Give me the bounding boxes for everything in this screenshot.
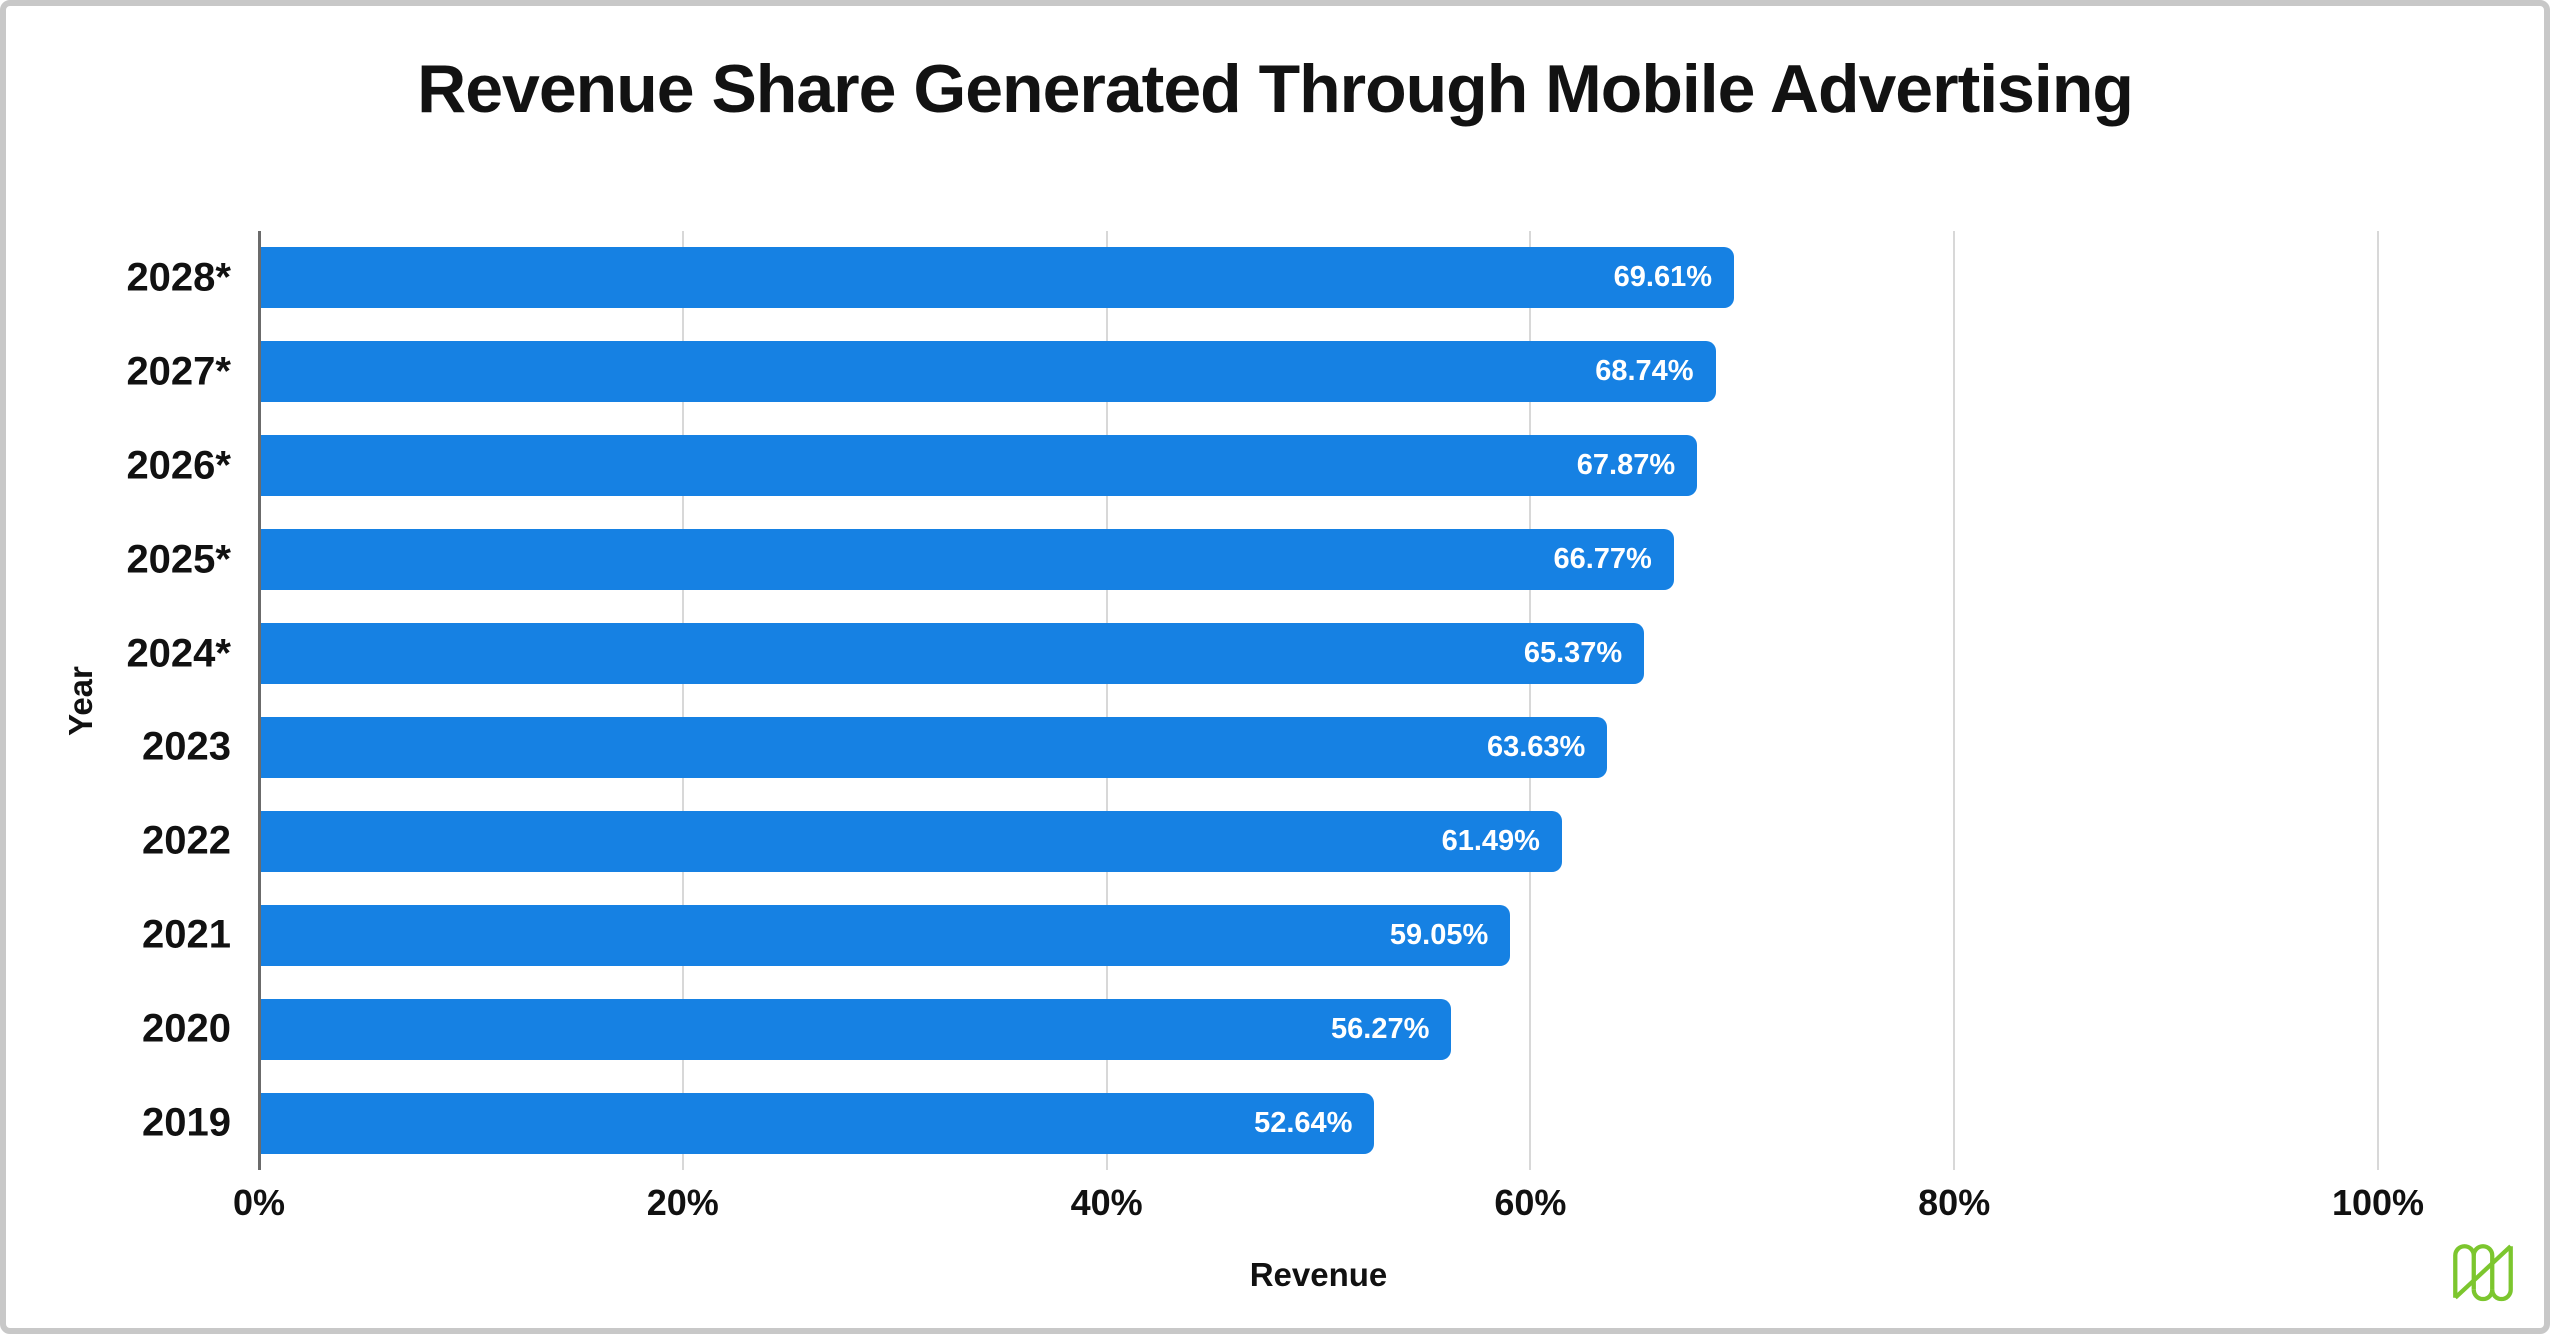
bar-row-2026: 2026* 67.87% — [126, 419, 2378, 513]
bar-value-label: 56.27% — [1331, 1012, 1430, 1045]
gridline-20 — [681, 231, 684, 1170]
logo-middle-arch — [2471, 1244, 2495, 1290]
bar: 63.63% — [259, 716, 1608, 778]
bar: 67.87% — [259, 435, 1698, 497]
bar-row-2020: 2020 56.27% — [142, 982, 2378, 1076]
x-tick-label: 80% — [1918, 1182, 1991, 1223]
x-tick-label: 0% — [232, 1182, 286, 1223]
bar-value-label: 52.64% — [1254, 1106, 1353, 1139]
y-tick-label: 2024* — [126, 631, 231, 676]
bar-value-label: 67.87% — [1576, 449, 1676, 482]
bar: 56.27% — [259, 998, 1452, 1060]
logo-middle-bottom — [2471, 1289, 2495, 1302]
bar-row-2024: 2024* 65.37% — [126, 607, 2378, 701]
bar-value-label: 69.61% — [1613, 261, 1713, 294]
bar-row-2023: 2023 63.63% — [142, 701, 2378, 795]
x-tick-label: 60% — [1494, 1182, 1567, 1223]
y-tick-label: 2025* — [126, 537, 231, 582]
gridline-40 — [1105, 231, 1108, 1170]
y-axis-title: Year — [62, 665, 99, 736]
bar-row-2022: 2022 61.49% — [142, 794, 2378, 888]
bar-row-2028: 2028* 69.61% — [126, 231, 2378, 325]
gridline-80 — [1953, 231, 1956, 1170]
y-tick-label: 2023 — [142, 724, 231, 769]
bar-row-2027: 2027* 68.74% — [126, 325, 2378, 419]
gridline-60 — [1529, 231, 1532, 1170]
bar: 69.61% — [259, 247, 1735, 309]
bar-value-label: 61.49% — [1441, 824, 1540, 857]
bar: 66.77% — [259, 529, 1674, 591]
y-tick-label: 2028* — [126, 255, 231, 300]
x-tick-label: 100% — [2331, 1182, 2425, 1223]
bar-value-label: 65.37% — [1523, 637, 1623, 670]
bar-value-label: 66.77% — [1553, 543, 1652, 576]
bar-row-2025: 2025* 66.77% — [126, 513, 2378, 607]
y-tick-label: 2019 — [142, 1100, 231, 1145]
bar: 61.49% — [259, 810, 1562, 872]
bar-value-label: 59.05% — [1389, 918, 1489, 951]
y-axis-line — [258, 231, 261, 1170]
plot-area: 2028* 69.61% 2027* 68.74% 2026* 67.87% 2025* 66… — [62, 231, 2424, 1293]
x-axis-title: Revenue — [1249, 1256, 1388, 1293]
y-tick-label: 2021 — [142, 912, 231, 957]
logo-diagonal — [2453, 1244, 2513, 1300]
logo-right-panel — [2490, 1246, 2513, 1302]
gridline-100 — [2377, 231, 2379, 1170]
folded-map-logo — [2453, 1244, 2513, 1302]
bar-value-label: 68.74% — [1595, 355, 1694, 388]
x-tick-label: 40% — [1070, 1182, 1143, 1223]
y-tick-label: 2020 — [142, 1006, 231, 1051]
bar: 52.64% — [259, 1092, 1375, 1154]
bar: 65.37% — [259, 623, 1645, 685]
y-tick-label: 2026* — [126, 443, 231, 488]
y-tick-label: 2027* — [126, 349, 231, 394]
bar-value-label: 63.63% — [1486, 730, 1586, 763]
bar: 59.05% — [259, 904, 1511, 966]
bars-group: 2028* 69.61% 2027* 68.74% 2026* 67.87% 2025* 66… — [126, 231, 2378, 1170]
bar: 68.74% — [259, 341, 1716, 403]
x-tick-label: 20% — [646, 1182, 719, 1223]
chart-title: Revenue Share Generated Through Mobile A… — [417, 51, 2134, 127]
y-tick-label: 2022 — [142, 818, 231, 863]
bar-row-2019: 2019 52.64% — [142, 1076, 2378, 1170]
bar-row-2021: 2021 59.05% — [142, 888, 2378, 982]
